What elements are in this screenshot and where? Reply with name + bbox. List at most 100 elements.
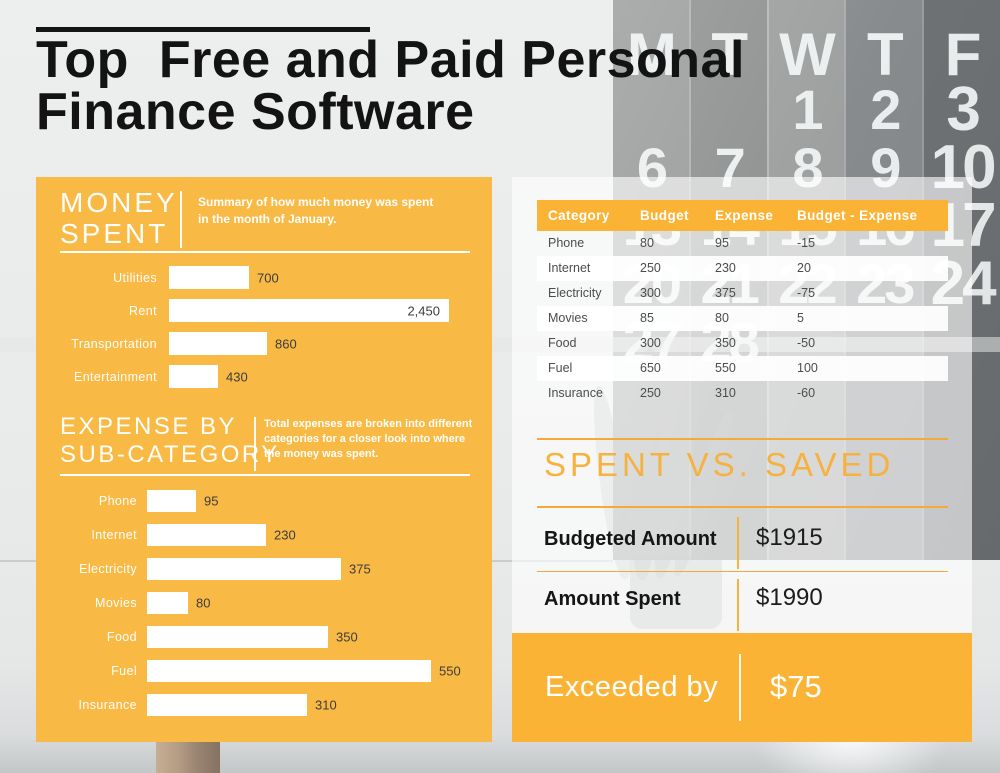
title-accent-rule xyxy=(36,27,370,32)
bar-value: 860 xyxy=(275,336,297,351)
bar-row-electricity: Electricity 375 xyxy=(60,552,472,586)
bar-track: 375 xyxy=(147,558,472,580)
row-divider xyxy=(737,579,739,631)
bar-row-utilities: Utilities 700 xyxy=(60,261,472,294)
bar-value: 80 xyxy=(196,595,211,611)
table-row: Internet 250 230 20 xyxy=(537,256,948,281)
bar-row-fuel: Fuel 550 xyxy=(60,654,472,688)
table-cell: 20 xyxy=(797,261,811,275)
table-cell: 550 xyxy=(715,361,736,375)
section-rule xyxy=(60,474,470,476)
table-cell: 5 xyxy=(797,311,804,325)
banner-divider xyxy=(739,654,741,721)
bar xyxy=(147,694,307,716)
budget-table-header-row: Category Budget Expense Budget - Expense xyxy=(537,200,948,231)
bar-row-insurance: Insurance 310 xyxy=(60,688,472,722)
table-cell: 350 xyxy=(715,336,736,350)
bar-row-movies: Movies 80 xyxy=(60,586,472,620)
bar-track: 430 xyxy=(169,365,472,388)
subcategory-bar-chart: Phone 95 Internet 230 Electricity 375 Movies 80… xyxy=(60,484,472,722)
bar-track: 700 xyxy=(169,266,472,289)
table-cell: 100 xyxy=(797,361,818,375)
budget-summary-panel: Category Budget Expense Budget - Expense Ph… xyxy=(512,177,972,633)
table-header-cell: Budget xyxy=(629,200,704,231)
bar-value: 350 xyxy=(336,629,358,645)
bar xyxy=(147,660,431,682)
calendar-weekday: M xyxy=(626,21,677,88)
table-row: Food 300 350 -50 xyxy=(537,331,948,356)
budget-table: Category Budget Expense Budget - Expense Ph… xyxy=(537,200,948,406)
bar-row-rent: Rent 2,450 xyxy=(60,294,472,327)
table-cell: 230 xyxy=(715,261,736,275)
bar-value: 700 xyxy=(257,270,279,285)
bar-track: 80 xyxy=(147,592,472,614)
heading-line: SPENT xyxy=(60,218,169,249)
money-spent-description: Summary of how much money was spent in t… xyxy=(198,195,434,226)
bar-track: 95 xyxy=(147,490,472,512)
table-cell: 85 xyxy=(640,311,654,325)
budget-table-body: Phone 80 95 -15 Internet 250 230 20 Electricity 3… xyxy=(537,231,948,406)
expense-by-subcategory-description: Total expenses are broken into different… xyxy=(264,418,473,460)
budget-table-head: Category Budget Expense Budget - Expense xyxy=(537,200,948,231)
money-spent-panel: MONEY SPENT Summary of how much money wa… xyxy=(36,177,492,742)
table-row: Electricity 300 375 -75 xyxy=(537,281,948,306)
divider-rule xyxy=(537,571,948,572)
exceeded-by-value: $75 xyxy=(770,669,822,704)
bar-value: 375 xyxy=(349,561,371,577)
bar-track: 310 xyxy=(147,694,472,716)
budgeted-amount-value: $1915 xyxy=(756,524,823,551)
table-cell: 650 xyxy=(640,361,661,375)
bar-label: Movies xyxy=(95,596,137,610)
bar-value: 95 xyxy=(204,493,219,509)
bar-label: Entertainment xyxy=(73,369,157,384)
spent-vs-saved-heading: SPENT VS. SAVED xyxy=(544,446,895,483)
bar xyxy=(147,490,196,512)
table-cell: 375 xyxy=(715,286,736,300)
bar xyxy=(169,365,218,388)
table-cell: 250 xyxy=(640,261,661,275)
bar-value: 310 xyxy=(315,697,337,713)
money-spent-heading: MONEY SPENT xyxy=(60,187,178,249)
table-row: Phone 80 95 -15 xyxy=(537,231,948,256)
bar-label: Phone xyxy=(98,494,137,508)
bar-value: 2,450 xyxy=(407,303,440,318)
page-title-line1: Top Free and Paid Personal xyxy=(36,31,745,89)
amount-spent-value: $1990 xyxy=(756,584,823,611)
bar-row-transportation: Transportation 860 xyxy=(60,327,472,360)
bar-label: Rent xyxy=(128,303,157,318)
table-cell: Movies xyxy=(548,311,588,325)
table-cell: 310 xyxy=(715,386,736,400)
bar xyxy=(147,524,266,546)
heading-divider xyxy=(254,417,256,471)
section-rule xyxy=(60,251,470,253)
row-divider xyxy=(737,517,739,569)
bar-track: 350 xyxy=(147,626,472,648)
bar-row-internet: Internet 230 xyxy=(60,518,472,552)
table-row: Insurance 250 310 -60 xyxy=(537,381,948,406)
table-row: Movies 85 80 5 xyxy=(537,306,948,331)
bar-value: 550 xyxy=(439,663,461,679)
table-cell: -75 xyxy=(797,286,816,300)
bar-value: 430 xyxy=(226,369,248,384)
table-cell: Fuel xyxy=(548,361,573,375)
expense-by-subcategory-heading: EXPENSE BY SUB-CATEGORY xyxy=(60,413,280,469)
bar-label: Insurance xyxy=(78,698,137,712)
table-cell: -50 xyxy=(797,336,816,350)
exceeded-by-label: Exceeded by xyxy=(545,671,719,703)
table-cell: Internet xyxy=(548,261,591,275)
table-header-cell: Category xyxy=(537,200,629,231)
table-cell: 250 xyxy=(640,386,661,400)
bar-track: 2,450 xyxy=(169,299,472,322)
bar xyxy=(169,299,449,322)
heading-divider xyxy=(180,191,182,248)
table-cell: 95 xyxy=(715,236,729,250)
table-header-cell: Expense xyxy=(704,200,786,231)
calendar-weekday: T xyxy=(711,21,748,88)
calendar-date: 1 xyxy=(792,78,823,141)
page-title: Top Free and Paid Personal Finance Softwa… xyxy=(36,34,745,138)
exceeded-by-banner: Exceeded by $75 xyxy=(512,633,972,742)
calendar-date: 3 xyxy=(946,75,981,144)
table-cell: 80 xyxy=(715,311,729,325)
calendar-date: 2 xyxy=(870,78,901,141)
